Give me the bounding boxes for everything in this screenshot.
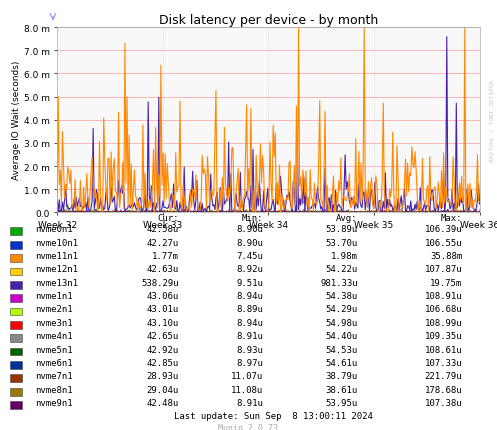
- Text: nvme10n1: nvme10n1: [35, 238, 78, 247]
- Text: 42.85u: 42.85u: [147, 358, 179, 367]
- Text: nvme6n1: nvme6n1: [35, 358, 73, 367]
- Text: 35.88m: 35.88m: [430, 252, 462, 261]
- Text: nvme2n1: nvme2n1: [35, 305, 73, 314]
- Text: 106.55u: 106.55u: [424, 238, 462, 247]
- Text: 107.87u: 107.87u: [424, 265, 462, 274]
- Text: 53.70u: 53.70u: [326, 238, 358, 247]
- Text: nvme4n1: nvme4n1: [35, 332, 73, 341]
- Text: 8.93u: 8.93u: [237, 345, 263, 354]
- Text: 109.35u: 109.35u: [424, 332, 462, 341]
- Text: 42.58u: 42.58u: [147, 225, 179, 234]
- Text: 8.92u: 8.92u: [237, 265, 263, 274]
- Text: 8.90u: 8.90u: [237, 225, 263, 234]
- Text: 42.27u: 42.27u: [147, 238, 179, 247]
- Text: Max:: Max:: [441, 213, 462, 222]
- Text: 42.92u: 42.92u: [147, 345, 179, 354]
- Y-axis label: Average IO Wait (seconds): Average IO Wait (seconds): [12, 61, 21, 180]
- Text: 42.65u: 42.65u: [147, 332, 179, 341]
- Text: 38.61u: 38.61u: [326, 385, 358, 394]
- Text: 43.06u: 43.06u: [147, 292, 179, 301]
- Text: 108.99u: 108.99u: [424, 318, 462, 327]
- Text: 108.61u: 108.61u: [424, 345, 462, 354]
- Text: 54.22u: 54.22u: [326, 265, 358, 274]
- Text: 54.29u: 54.29u: [326, 305, 358, 314]
- Text: 43.10u: 43.10u: [147, 318, 179, 327]
- Text: 8.91u: 8.91u: [237, 332, 263, 341]
- Text: 54.53u: 54.53u: [326, 345, 358, 354]
- Text: 54.98u: 54.98u: [326, 318, 358, 327]
- Text: 54.61u: 54.61u: [326, 358, 358, 367]
- Text: nvme13n1: nvme13n1: [35, 278, 78, 287]
- Text: 38.79u: 38.79u: [326, 372, 358, 381]
- Title: Disk latency per device - by month: Disk latency per device - by month: [159, 14, 378, 27]
- Text: nvme3n1: nvme3n1: [35, 318, 73, 327]
- Text: nvme11n1: nvme11n1: [35, 252, 78, 261]
- Text: 1.77m: 1.77m: [152, 252, 179, 261]
- Text: 54.38u: 54.38u: [326, 292, 358, 301]
- Text: Min:: Min:: [242, 213, 263, 222]
- Text: 43.01u: 43.01u: [147, 305, 179, 314]
- Text: 8.91u: 8.91u: [237, 398, 263, 407]
- Text: 7.45u: 7.45u: [237, 252, 263, 261]
- Text: 107.38u: 107.38u: [424, 398, 462, 407]
- Text: 107.33u: 107.33u: [424, 358, 462, 367]
- Text: 178.68u: 178.68u: [424, 385, 462, 394]
- Text: 8.90u: 8.90u: [237, 238, 263, 247]
- Text: 108.91u: 108.91u: [424, 292, 462, 301]
- Text: Cur:: Cur:: [158, 213, 179, 222]
- Text: 53.89u: 53.89u: [326, 225, 358, 234]
- Text: 221.79u: 221.79u: [424, 372, 462, 381]
- Text: 8.97u: 8.97u: [237, 358, 263, 367]
- Text: nvme12n1: nvme12n1: [35, 265, 78, 274]
- Text: 53.95u: 53.95u: [326, 398, 358, 407]
- Text: 8.94u: 8.94u: [237, 292, 263, 301]
- Text: 42.63u: 42.63u: [147, 265, 179, 274]
- Text: nvme1n1: nvme1n1: [35, 292, 73, 301]
- Text: nvme5n1: nvme5n1: [35, 345, 73, 354]
- Text: nvme0n1: nvme0n1: [35, 225, 73, 234]
- Text: 19.75m: 19.75m: [430, 278, 462, 287]
- Text: 106.68u: 106.68u: [424, 305, 462, 314]
- Text: 8.94u: 8.94u: [237, 318, 263, 327]
- Text: 538.29u: 538.29u: [141, 278, 179, 287]
- Text: 8.89u: 8.89u: [237, 305, 263, 314]
- Text: 9.51u: 9.51u: [237, 278, 263, 287]
- Text: nvme7n1: nvme7n1: [35, 372, 73, 381]
- Text: 11.07u: 11.07u: [231, 372, 263, 381]
- Text: nvme8n1: nvme8n1: [35, 385, 73, 394]
- Text: Munin 2.0.73: Munin 2.0.73: [219, 423, 278, 430]
- Text: 54.40u: 54.40u: [326, 332, 358, 341]
- Text: 42.48u: 42.48u: [147, 398, 179, 407]
- Text: nvme9n1: nvme9n1: [35, 398, 73, 407]
- Text: 1.98m: 1.98m: [331, 252, 358, 261]
- Text: 11.08u: 11.08u: [231, 385, 263, 394]
- Text: Last update: Sun Sep  8 13:00:11 2024: Last update: Sun Sep 8 13:00:11 2024: [174, 411, 373, 420]
- Text: 29.04u: 29.04u: [147, 385, 179, 394]
- Text: 106.39u: 106.39u: [424, 225, 462, 234]
- Text: 981.33u: 981.33u: [320, 278, 358, 287]
- Text: RRDTOOL / TOBI OETIKER: RRDTOOL / TOBI OETIKER: [490, 79, 495, 162]
- Text: Avg:: Avg:: [336, 213, 358, 222]
- Text: 28.93u: 28.93u: [147, 372, 179, 381]
